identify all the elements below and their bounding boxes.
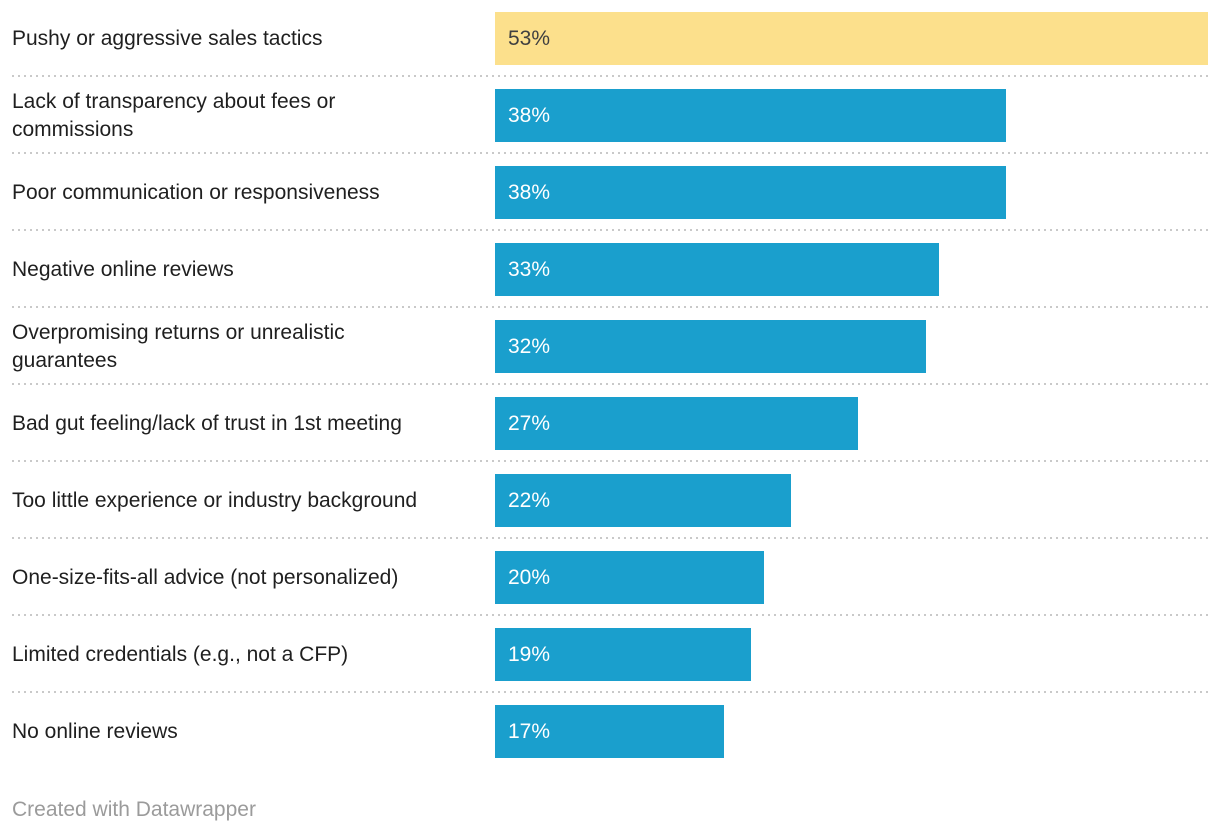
bar-track: 38% bbox=[495, 166, 1208, 219]
chart-row: No online reviews 17% bbox=[12, 693, 1208, 770]
bar: 33% bbox=[495, 243, 939, 296]
chart-row: Negative online reviews 33% bbox=[12, 231, 1208, 308]
value-label: 38% bbox=[508, 103, 551, 127]
bar: 20% bbox=[495, 551, 765, 604]
bar: 19% bbox=[495, 628, 751, 681]
datawrapper-credit-link[interactable]: Created with Datawrapper bbox=[12, 798, 256, 821]
value-label: 17% bbox=[508, 719, 551, 743]
bar-highlighted: 53% bbox=[495, 12, 1208, 65]
value-label: 27% bbox=[508, 411, 551, 435]
category-label: One-size-fits-all advice (not personaliz… bbox=[12, 565, 399, 589]
chart-row: One-size-fits-all advice (not personaliz… bbox=[12, 539, 1208, 616]
bar: 38% bbox=[495, 166, 1007, 219]
value-label: 33% bbox=[508, 257, 551, 281]
value-label: 22% bbox=[508, 488, 551, 512]
category-label: Overpromising returns or unrealistic guar… bbox=[12, 320, 345, 372]
bar: 17% bbox=[495, 705, 724, 758]
chart-row: Bad gut feeling/lack of trust in 1st mee… bbox=[12, 385, 1208, 462]
category-label: Limited credentials (e.g., not a CFP) bbox=[12, 642, 349, 666]
bar-track: 17% bbox=[495, 705, 1208, 758]
category-label: Lack of transparency about fees or commis… bbox=[12, 89, 336, 141]
bar: 27% bbox=[495, 397, 859, 450]
bar-track: 22% bbox=[495, 474, 1208, 527]
chart-row: Overpromising returns or unrealistic guar… bbox=[12, 308, 1208, 385]
bar-track: 19% bbox=[495, 628, 1208, 681]
category-label: Too little experience or industry backgr… bbox=[12, 488, 418, 512]
value-label: 19% bbox=[508, 642, 551, 666]
category-label: Negative online reviews bbox=[12, 257, 234, 281]
chart-row: Limited credentials (e.g., not a CFP) 19% bbox=[12, 616, 1208, 693]
chart-row: Lack of transparency about fees or commis… bbox=[12, 77, 1208, 154]
value-label: 53% bbox=[508, 26, 551, 50]
chart-row: Poor communication or responsiveness 38% bbox=[12, 154, 1208, 231]
bar: 38% bbox=[495, 89, 1007, 142]
bar: 22% bbox=[495, 474, 791, 527]
bar-chart: Pushy or aggressive sales tactics 53% Lack… bbox=[12, 0, 1208, 770]
chart-rows: Pushy or aggressive sales tactics 53% Lack… bbox=[12, 0, 1208, 770]
category-label: Pushy or aggressive sales tactics bbox=[12, 26, 323, 50]
bar-track: 53% bbox=[495, 12, 1208, 65]
bar-track: 38% bbox=[495, 89, 1208, 142]
value-label: 38% bbox=[508, 180, 551, 204]
category-label: Bad gut feeling/lack of trust in 1st mee… bbox=[12, 411, 402, 435]
chart-row: Pushy or aggressive sales tactics 53% bbox=[12, 0, 1208, 77]
bar-track: 33% bbox=[495, 243, 1208, 296]
bar-track: 20% bbox=[495, 551, 1208, 604]
bar-track: 32% bbox=[495, 320, 1208, 373]
bar: 32% bbox=[495, 320, 926, 373]
value-label: 32% bbox=[508, 334, 551, 358]
category-label: Poor communication or responsiveness bbox=[12, 180, 380, 204]
chart-row: Too little experience or industry backgr… bbox=[12, 462, 1208, 539]
value-label: 20% bbox=[508, 565, 551, 589]
category-label: No online reviews bbox=[12, 719, 178, 743]
bar-track: 27% bbox=[495, 397, 1208, 450]
